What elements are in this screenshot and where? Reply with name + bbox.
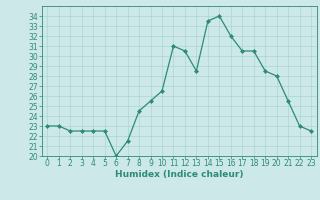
X-axis label: Humidex (Indice chaleur): Humidex (Indice chaleur) [115,170,244,179]
